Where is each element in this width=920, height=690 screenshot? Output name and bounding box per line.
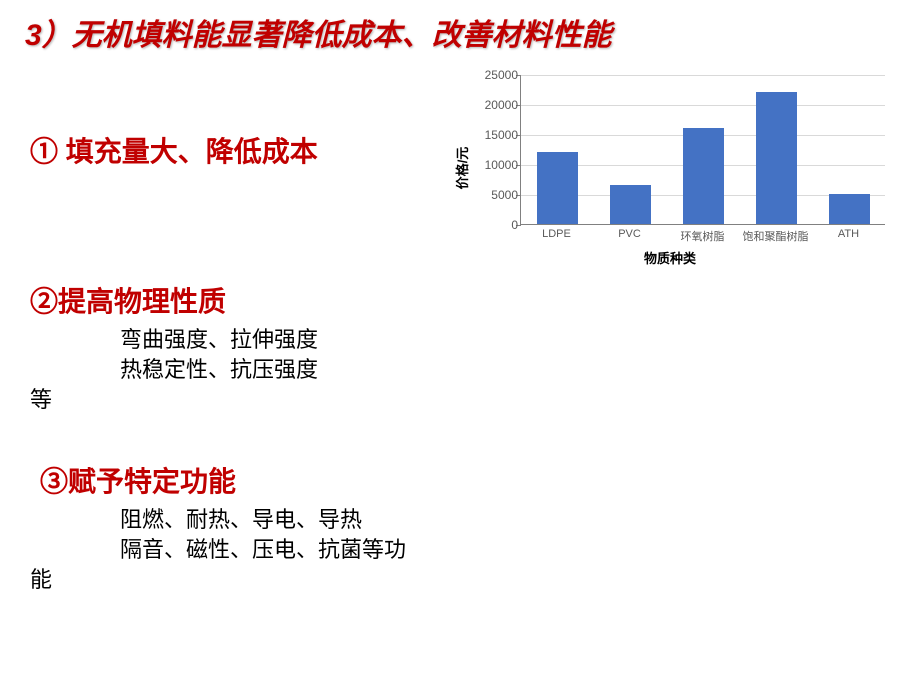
chart-bar xyxy=(756,92,796,224)
slide-title: 3）无机填料能显著降低成本、改善材料性能 xyxy=(25,10,612,54)
chart-bar xyxy=(537,152,577,224)
point-2-line-2: 热稳定性、抗压强度 xyxy=(120,352,318,384)
chart-y-tick-label: 20000 xyxy=(468,98,518,112)
point-2-line-3: 等 xyxy=(30,382,52,414)
chart-x-tick-label: ATH xyxy=(812,228,885,240)
point-2-line-1: 弯曲强度、拉伸强度 xyxy=(120,322,318,354)
chart-y-tick-label: 25000 xyxy=(468,68,518,82)
chart-x-tick-label: PVC xyxy=(593,228,666,240)
chart-gridline xyxy=(521,75,885,76)
chart-y-tick-label: 15000 xyxy=(468,128,518,142)
chart-x-tick-label: 饱和聚酯树脂 xyxy=(739,228,812,244)
point-3-line-2: 隔音、磁性、压电、抗菌等功 xyxy=(120,532,406,564)
point-2-heading: ②提高物理性质 xyxy=(30,280,226,320)
point-1-heading: ① 填充量大、降低成本 xyxy=(30,130,318,170)
chart-x-tick-label: 环氧树脂 xyxy=(666,228,739,244)
point-3-line-1: 阻燃、耐热、导电、导热 xyxy=(120,502,362,534)
chart-bar xyxy=(683,128,723,224)
chart-y-tick-label: 5000 xyxy=(468,188,518,202)
chart-y-tick-label: 10000 xyxy=(468,158,518,172)
point-3-line-3: 能 xyxy=(30,562,52,594)
chart-bar xyxy=(829,194,869,224)
chart-x-axis-label: 物质种类 xyxy=(450,248,890,267)
price-bar-chart: 价格/元 物质种类 0500010000150002000025000LDPEP… xyxy=(450,70,890,265)
chart-plot-area xyxy=(520,75,885,225)
chart-bar xyxy=(610,185,650,224)
point-3-heading: ③赋予特定功能 xyxy=(40,460,236,500)
chart-y-tick-label: 0 xyxy=(468,218,518,232)
chart-x-tick-label: LDPE xyxy=(520,228,593,240)
chart-gridline xyxy=(521,105,885,106)
